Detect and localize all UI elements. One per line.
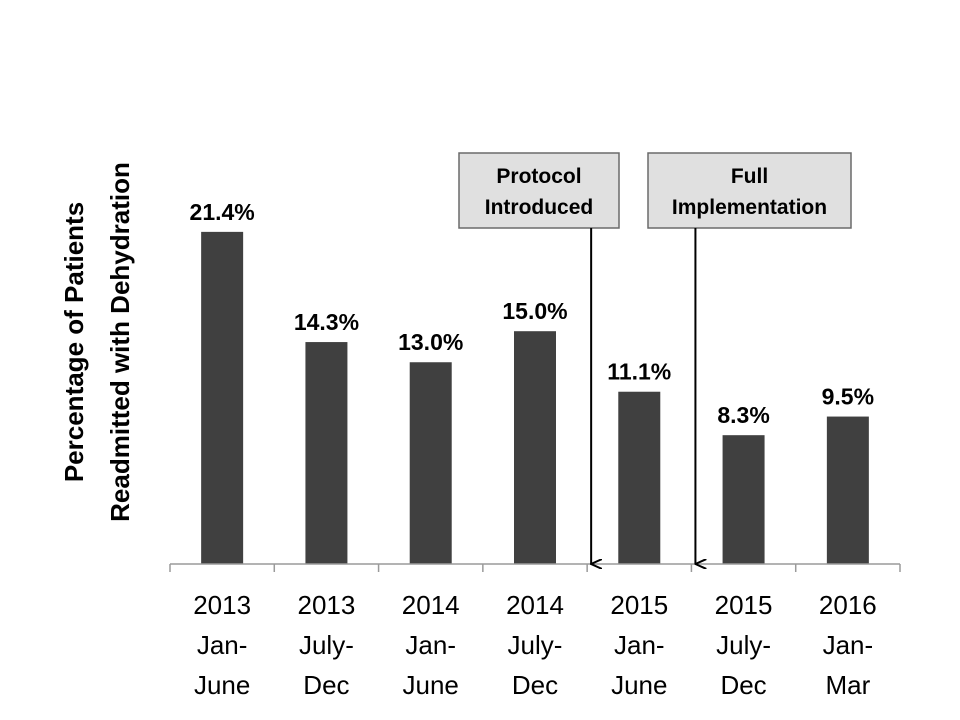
- bar-6: [826, 416, 869, 564]
- x-tick-label-5-2: Dec: [720, 670, 766, 700]
- bar-5: [722, 435, 765, 564]
- x-tick-label-2-2: June: [403, 670, 459, 700]
- x-tick-label-1-1: July-: [299, 630, 354, 660]
- x-tick-label-3-0: 2014: [506, 590, 564, 620]
- x-tick-label-6-2: Mar: [825, 670, 870, 700]
- bar-4: [618, 391, 661, 564]
- annotation-box-1: [647, 152, 852, 229]
- annotation-text-0-1: Introduced: [485, 196, 594, 219]
- annotation-text-0-0: Protocol: [496, 165, 581, 188]
- data-label-4: 11.1%: [607, 359, 671, 385]
- x-tick-label-0-1: Jan-: [197, 630, 248, 660]
- bar-3: [514, 331, 556, 564]
- x-tick-label-6-0: 2016: [819, 590, 877, 620]
- data-label-0: 21.4%: [190, 199, 255, 225]
- bar-0: [201, 231, 244, 564]
- annotation-text-1-0: Full: [731, 165, 768, 188]
- y-axis-label-line-1: Percentage of Patients: [59, 202, 89, 482]
- x-tick-label-3-1: July-: [508, 630, 563, 660]
- data-label-6: 9.5%: [822, 384, 874, 410]
- x-tick-label-6-1: Jan-: [823, 630, 874, 660]
- x-tick-label-0-2: June: [194, 670, 250, 700]
- x-tick-label-5-1: July-: [716, 630, 771, 660]
- data-labels-group: 21.4% 14.3% 13.0% 15.0% 11.1% 8.3% 9.5%: [190, 199, 875, 428]
- bar-2: [409, 362, 452, 564]
- data-label-3: 15.0%: [502, 298, 567, 324]
- data-label-5: 8.3%: [717, 402, 769, 428]
- x-tick-label-5-0: 2015: [715, 590, 773, 620]
- x-tick-label-0-0: 2013: [193, 590, 251, 620]
- x-tick-label-4-1: Jan-: [614, 630, 665, 660]
- bar-1: [305, 342, 348, 564]
- x-tick-label-4-2: June: [611, 670, 667, 700]
- x-tick-labels-group: 2013 Jan- June 2013 July- Dec 2014 Jan- June 2014…: [193, 590, 877, 700]
- annotations-group: Protocol Introduced Full Implementation: [458, 152, 852, 564]
- annotation-text-1-1: Implementation: [672, 196, 827, 219]
- x-tick-label-4-0: 2015: [610, 590, 668, 620]
- annotation-box-0: [458, 152, 620, 229]
- y-axis-label-line-2: Readmitted with Dehydration: [105, 162, 135, 522]
- data-label-2: 13.0%: [398, 329, 463, 355]
- x-tick-label-1-0: 2013: [298, 590, 356, 620]
- data-label-1: 14.3%: [294, 309, 359, 335]
- x-tick-label-2-1: Jan-: [405, 630, 456, 660]
- x-tick-label-2-0: 2014: [402, 590, 460, 620]
- x-axis: [169, 563, 901, 572]
- bars-group: [201, 231, 869, 564]
- x-tick-label-3-2: Dec: [512, 670, 558, 700]
- x-tick-label-1-2: Dec: [303, 670, 349, 700]
